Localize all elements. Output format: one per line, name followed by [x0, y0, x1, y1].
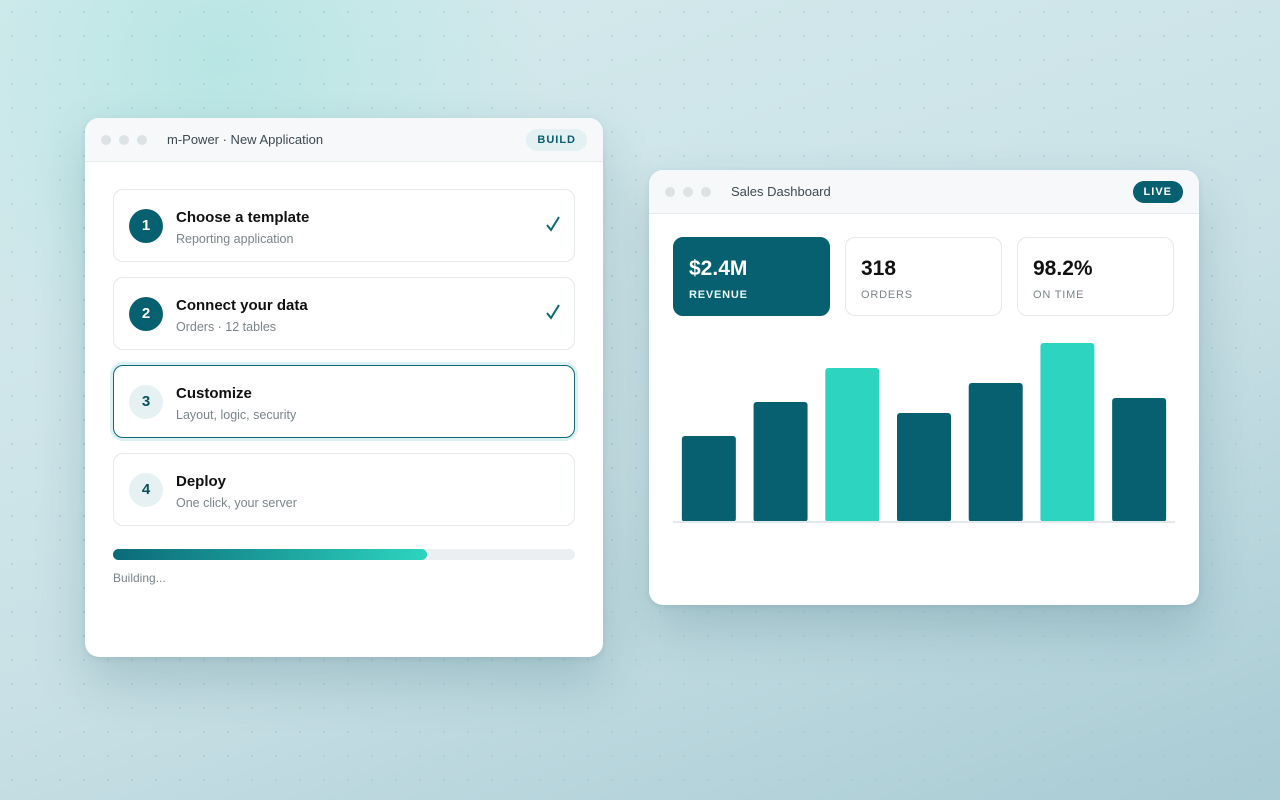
bar	[753, 402, 808, 522]
step-number: 1	[129, 209, 163, 243]
progress-fill	[113, 549, 428, 560]
bar	[681, 436, 736, 522]
kpi-value: $2.4M	[689, 257, 748, 280]
progress-track	[113, 549, 575, 560]
step-subtitle: One click, your server	[176, 496, 297, 510]
step-title: Connect your data	[176, 297, 308, 314]
check-icon	[546, 216, 560, 237]
step-number: 3	[129, 385, 163, 419]
check-icon	[546, 304, 560, 325]
step-subtitle: Orders · 12 tables	[176, 320, 277, 334]
kpi-value: 98.2%	[1033, 257, 1093, 280]
bar	[897, 413, 951, 522]
step-subtitle: Layout, logic, security	[176, 408, 297, 422]
badge: LIVE	[1132, 181, 1183, 203]
progress-label: Building...	[113, 571, 166, 585]
kpi-label: ON TIME	[1033, 289, 1085, 301]
window-title: m-Power · New Application	[167, 132, 324, 147]
builder-window: m-Power · New Application BUILD Building…	[85, 118, 603, 657]
bar	[1040, 343, 1095, 522]
step-card: 1 Choose a template Reporting application	[113, 189, 575, 262]
title-bar: Sales Dashboard LIVE	[649, 170, 1199, 214]
bar	[825, 368, 880, 522]
step-number: 2	[129, 297, 163, 331]
bar-chart	[673, 343, 1175, 523]
step-title: Deploy	[176, 473, 227, 490]
bar	[1112, 398, 1167, 522]
kpi-card: 98.2% ON TIME	[1017, 237, 1174, 316]
step-number: 4	[129, 473, 163, 507]
kpi-card: 318 ORDERS	[845, 237, 1002, 316]
kpi-value: 318	[861, 257, 897, 280]
step-subtitle: Reporting application	[176, 232, 294, 246]
title-bar: m-Power · New Application BUILD	[85, 118, 603, 162]
window-title: Sales Dashboard	[731, 184, 831, 199]
step-card: 3 Customize Layout, logic, security	[113, 365, 575, 438]
step-card: 4 Deploy One click, your server	[113, 453, 575, 526]
dashboard-window: Sales Dashboard LIVE $2.4M REVENUE 318 ORDE…	[649, 170, 1199, 605]
step-title: Customize	[176, 385, 252, 402]
kpi-label: REVENUE	[689, 289, 748, 301]
kpi-label: ORDERS	[861, 289, 913, 301]
kpi-card: $2.4M REVENUE	[673, 237, 830, 316]
bar	[968, 383, 1023, 522]
step-title: Choose a template	[176, 209, 310, 226]
step-card: 2 Connect your data Orders · 12 tables	[113, 277, 575, 350]
badge: BUILD	[526, 129, 587, 151]
